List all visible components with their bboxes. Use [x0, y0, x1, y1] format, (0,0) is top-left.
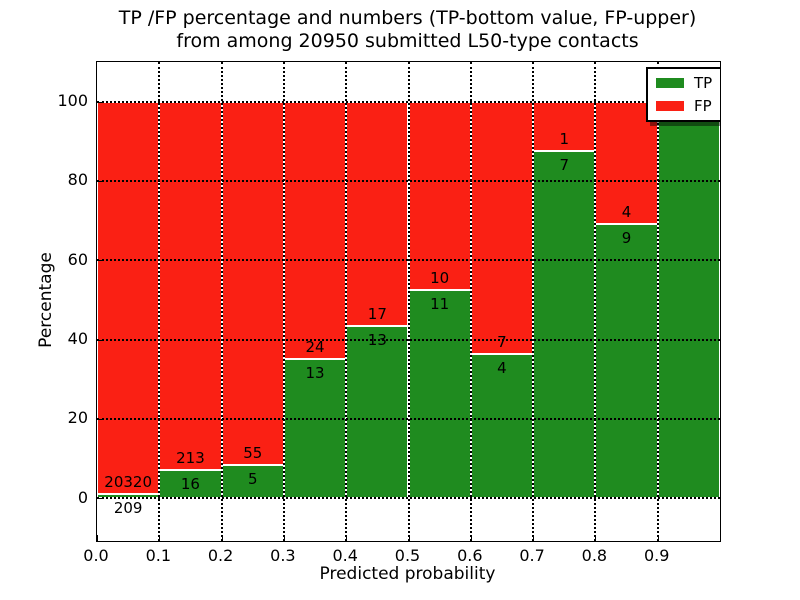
x-tick-mark — [533, 535, 535, 541]
y-tick-mark — [97, 260, 103, 262]
x-tick-label: 0.2 — [207, 546, 234, 565]
bar-fp-segment — [97, 101, 160, 495]
fp-swatch-icon — [656, 101, 684, 111]
x-tick-mark — [470, 535, 472, 541]
chart-title-line1: TP /FP percentage and numbers (TP-bottom… — [118, 7, 697, 29]
tp-count-label: 13 — [367, 331, 387, 350]
y-tick-mark — [97, 339, 103, 341]
x-tick-mark — [657, 535, 659, 541]
x-tick-mark — [595, 535, 597, 541]
tp-count-label: 9 — [621, 228, 632, 247]
x-tick-mark — [283, 535, 285, 541]
v-gridline — [220, 62, 223, 541]
x-tick-label: 0.3 — [270, 546, 296, 565]
legend-item-label: TP — [694, 74, 713, 92]
y-tick-label: 40 — [67, 329, 88, 349]
y-tick-label: 60 — [67, 249, 88, 269]
bar-fp-segment — [221, 101, 284, 466]
x-axis-label: Predicted probability — [319, 564, 496, 584]
tp-swatch-icon — [656, 78, 684, 88]
bar-tp-segment — [595, 223, 658, 499]
tp-count-label: 13 — [305, 363, 325, 382]
tp-count-label: 209 — [113, 499, 143, 518]
fp-count-label: 4 — [621, 202, 632, 221]
y-tick-label: 100 — [57, 91, 88, 111]
legend: TP FP — [646, 67, 720, 122]
legend-item: TP — [656, 74, 720, 92]
v-gridline — [345, 62, 348, 541]
chart-title: TP /FP percentage and numbers (TP-bottom… — [96, 7, 719, 53]
y-tick-mark — [97, 101, 103, 103]
tp-count-label: 5 — [247, 470, 258, 489]
x-tick-label: 0.7 — [519, 546, 545, 565]
v-gridline — [158, 62, 161, 541]
v-gridline — [656, 62, 659, 541]
fp-count-label: 10 — [430, 269, 450, 288]
chart-title-line2: from among 20950 submitted L50-type cont… — [176, 30, 639, 52]
legend-item: FP — [656, 97, 720, 115]
x-tick-label: 0.4 — [332, 546, 358, 565]
legend-item-label: FP — [694, 97, 712, 115]
x-tick-label: 0.5 — [394, 546, 421, 565]
v-gridline — [532, 62, 535, 541]
fp-count-label: 1 — [559, 130, 570, 149]
bar-fp-segment — [408, 101, 471, 291]
y-tick-label: 20 — [67, 408, 88, 428]
bar-tp-segment — [657, 101, 720, 499]
bar-tp-segment — [408, 290, 471, 499]
v-gridline — [282, 62, 285, 541]
bar-fp-segment — [346, 101, 409, 327]
fp-count-label: 20320 — [104, 473, 153, 492]
v-gridline — [407, 62, 410, 541]
x-tick-mark — [346, 535, 348, 541]
x-tick-label: 0.0 — [83, 546, 109, 565]
x-tick-label: 0.6 — [457, 546, 483, 565]
y-tick-mark — [97, 418, 103, 420]
x-tick-mark — [97, 535, 98, 541]
x-tick-mark — [221, 535, 223, 541]
x-tick-label: 0.8 — [581, 546, 608, 565]
tp-count-label: 16 — [180, 475, 200, 494]
fp-count-label: 17 — [367, 305, 387, 324]
y-tick-mark — [97, 180, 103, 182]
x-tick-mark — [159, 535, 161, 541]
x-tick-label: 0.9 — [643, 546, 670, 565]
fp-count-label: 7 — [497, 332, 507, 351]
tp-count-label: 4 — [497, 358, 507, 377]
y-tick-label: 80 — [67, 170, 88, 190]
tp-count-label: 7 — [559, 156, 570, 175]
bar-tp-segment — [470, 353, 534, 499]
bar-tp-segment — [533, 151, 596, 499]
v-gridline — [469, 62, 472, 541]
bar-fp-segment — [159, 101, 222, 471]
x-tick-mark — [408, 535, 410, 541]
fp-count-label: 55 — [243, 444, 263, 463]
y-tick-mark — [97, 498, 103, 500]
fp-count-label: 24 — [305, 337, 325, 356]
y-tick-label: 0 — [77, 487, 88, 507]
fp-count-label: 213 — [176, 449, 205, 468]
tp-count-label: 11 — [430, 295, 450, 314]
v-gridline — [594, 62, 597, 541]
bar-fp-segment — [470, 101, 534, 354]
x-tick-label: 0.1 — [145, 546, 172, 565]
